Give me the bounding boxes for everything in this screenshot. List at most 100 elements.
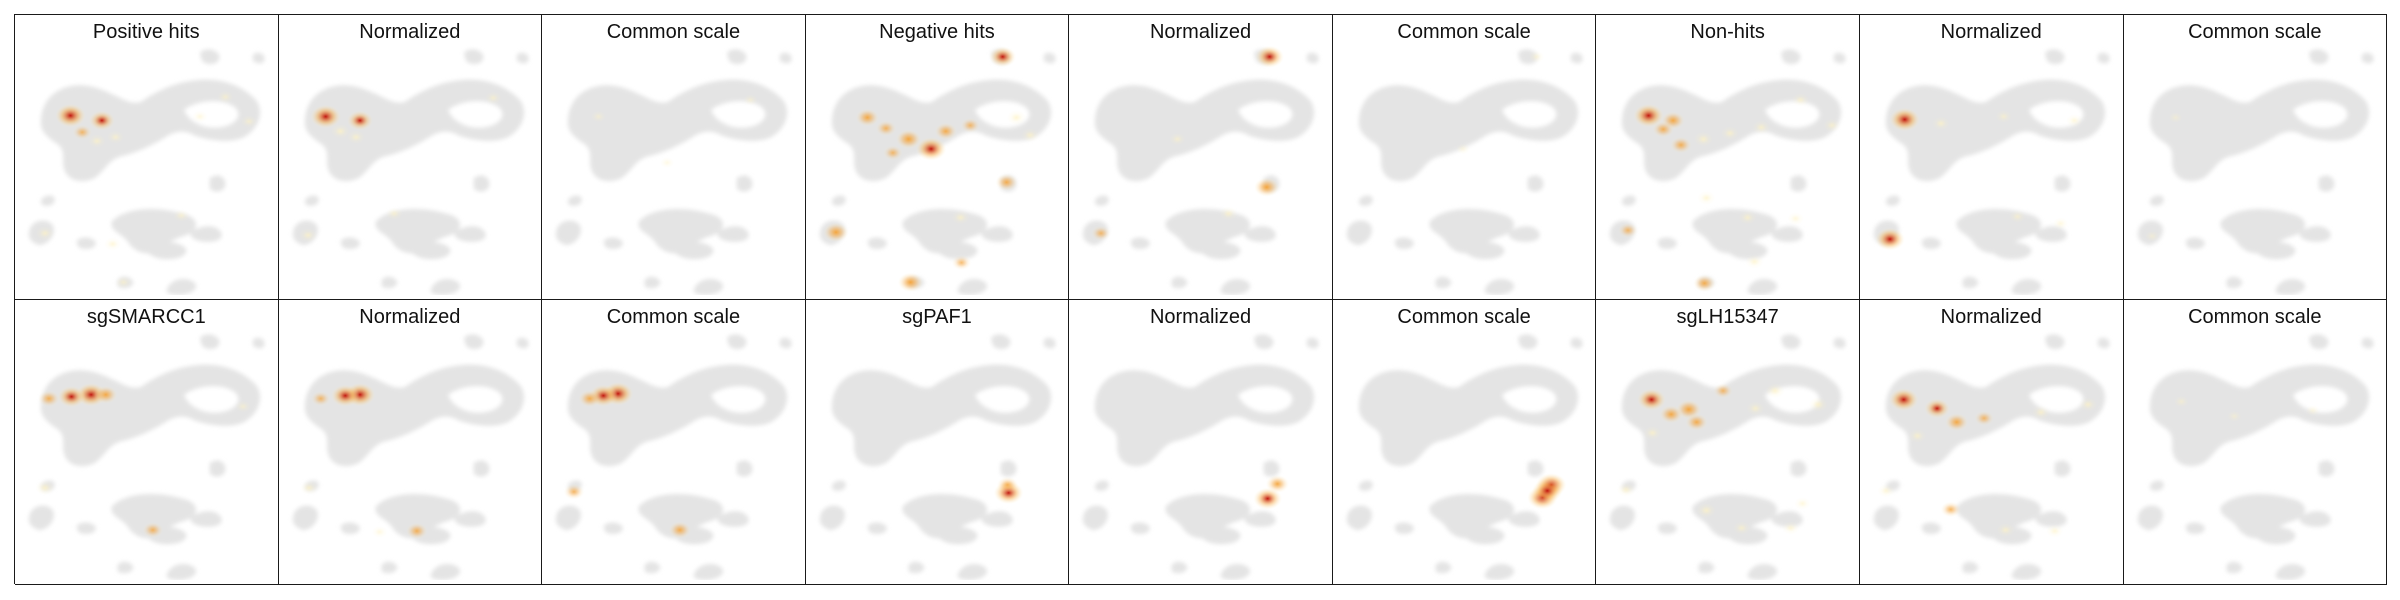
density-hotspot bbox=[142, 522, 164, 538]
panel-title: Common scale bbox=[2188, 21, 2322, 43]
density-hotspot bbox=[346, 130, 365, 145]
cell-cluster-shape bbox=[1962, 276, 1979, 289]
cell-cluster-shape bbox=[727, 49, 747, 65]
umap-panel: Common scale bbox=[542, 15, 806, 300]
cell-cluster-shape bbox=[1517, 334, 1538, 350]
cell-cluster-shape bbox=[937, 241, 978, 260]
density-hotspot bbox=[1693, 274, 1717, 292]
density-hotspot bbox=[995, 173, 1018, 191]
cell-cluster-shape bbox=[2255, 526, 2295, 545]
cell-cluster-shape bbox=[1043, 337, 1056, 349]
density-hotspot bbox=[1888, 388, 1919, 412]
density-hotspot bbox=[1996, 523, 2015, 537]
cell-cluster-shape bbox=[957, 564, 987, 580]
panel-title: Normalized bbox=[1149, 21, 1252, 43]
cell-cluster-shape bbox=[2149, 79, 2369, 182]
cell-cluster-shape bbox=[990, 334, 1011, 350]
cell-cluster-shape bbox=[567, 79, 788, 182]
cell-cluster-shape bbox=[1502, 386, 1557, 413]
cell-cluster-shape bbox=[1622, 195, 1637, 206]
umap-panel: Common scale bbox=[2123, 15, 2388, 300]
cell-cluster-shape bbox=[304, 364, 524, 467]
density-hotspot bbox=[1697, 503, 1717, 518]
panel-title: Normalized bbox=[1940, 306, 2042, 328]
umap-embedding-plot bbox=[1346, 334, 1583, 580]
cell-cluster-shape bbox=[2011, 564, 2041, 580]
cell-cluster-shape bbox=[430, 279, 460, 295]
cell-cluster-shape bbox=[779, 52, 792, 64]
cell-cluster-shape bbox=[1095, 79, 1315, 182]
cell-cluster-shape bbox=[1570, 52, 1583, 64]
density-hotspot bbox=[1456, 143, 1470, 155]
umap-embedding-plot bbox=[292, 334, 529, 580]
panel-title: Common scale bbox=[2188, 306, 2322, 328]
umap-embedding-plot bbox=[819, 46, 1056, 295]
cell-cluster-shape bbox=[1043, 52, 1056, 64]
density-hotspot bbox=[1652, 120, 1675, 138]
cell-cluster-shape bbox=[1886, 195, 1900, 206]
density-hotspot bbox=[72, 124, 93, 140]
density-hotspot bbox=[1995, 110, 2012, 123]
cell-cluster-shape bbox=[867, 522, 887, 535]
umap-embedding-plot bbox=[28, 334, 265, 580]
cell-cluster-shape bbox=[252, 52, 265, 64]
density-hotspot bbox=[484, 91, 502, 105]
density-hotspot bbox=[1823, 118, 1841, 133]
density-hotspot bbox=[1923, 398, 1951, 419]
panel-title: Normalized bbox=[1149, 306, 1252, 328]
panel-title: Normalized bbox=[359, 306, 461, 328]
cell-cluster-shape bbox=[1464, 241, 1505, 260]
umap-embedding-plot bbox=[292, 49, 529, 295]
cell-cluster-shape bbox=[1435, 561, 1452, 574]
cell-cluster-shape bbox=[711, 101, 766, 128]
umap-embedding-plot bbox=[1083, 45, 1319, 295]
cell-cluster-shape bbox=[1346, 220, 1372, 245]
density-hotspot bbox=[2168, 112, 2182, 123]
cell-cluster-shape bbox=[1095, 195, 1110, 206]
cell-cluster-shape bbox=[1747, 279, 1778, 295]
cell-cluster-shape bbox=[2299, 511, 2331, 527]
umap-panel: sgPAF1 bbox=[805, 300, 1070, 585]
cell-cluster-shape bbox=[339, 237, 360, 250]
cell-cluster-shape bbox=[831, 364, 1051, 467]
cell-cloud bbox=[1083, 49, 1319, 295]
cell-cluster-shape bbox=[1747, 564, 1778, 580]
density-hotspot bbox=[951, 255, 972, 271]
cell-cluster-shape bbox=[117, 561, 134, 574]
cell-cluster-shape bbox=[2292, 386, 2347, 413]
cell-cluster-shape bbox=[1394, 522, 1414, 535]
cell-cluster-shape bbox=[2184, 237, 2205, 250]
cell-cluster-shape bbox=[1220, 564, 1251, 580]
density-hotspot bbox=[1697, 190, 1716, 205]
density-hotspot bbox=[1787, 212, 1805, 225]
cell-cluster-shape bbox=[2308, 49, 2329, 65]
cell-cluster-shape bbox=[1171, 276, 1188, 289]
cell-cloud bbox=[2137, 49, 2374, 295]
umap-panel: Normalized bbox=[278, 300, 543, 585]
cell-cloud bbox=[1873, 334, 2110, 580]
umap-panel: Non-hits bbox=[1596, 15, 1860, 300]
density-hotspot bbox=[1713, 383, 1734, 399]
cell-cluster-shape bbox=[1254, 334, 1274, 350]
umap-embedding-plot bbox=[28, 49, 265, 295]
cell-cluster-shape bbox=[76, 237, 96, 250]
cell-cluster-shape bbox=[1130, 237, 1151, 250]
density-hotspot bbox=[578, 389, 602, 408]
cell-cluster-shape bbox=[454, 511, 486, 527]
cell-cluster-shape bbox=[430, 564, 460, 580]
cell-cluster-shape bbox=[1622, 364, 1842, 467]
cell-cluster-shape bbox=[1834, 52, 1847, 64]
cell-cluster-shape bbox=[819, 505, 845, 530]
cell-cluster-shape bbox=[831, 195, 846, 206]
cell-cloud bbox=[2137, 334, 2374, 580]
density-hotspot bbox=[1908, 428, 1927, 443]
cell-cluster-shape bbox=[2137, 505, 2163, 530]
density-hotspot bbox=[882, 145, 903, 161]
density-hotspot bbox=[298, 228, 317, 243]
umap-panel: sgLH15347 bbox=[1596, 300, 1860, 585]
density-hotspot bbox=[1809, 397, 1829, 412]
umap-panel: Negative hits bbox=[805, 15, 1070, 300]
cell-cluster-shape bbox=[1346, 505, 1372, 530]
cell-cluster-shape bbox=[2149, 480, 2164, 491]
cell-cluster-shape bbox=[867, 237, 887, 250]
